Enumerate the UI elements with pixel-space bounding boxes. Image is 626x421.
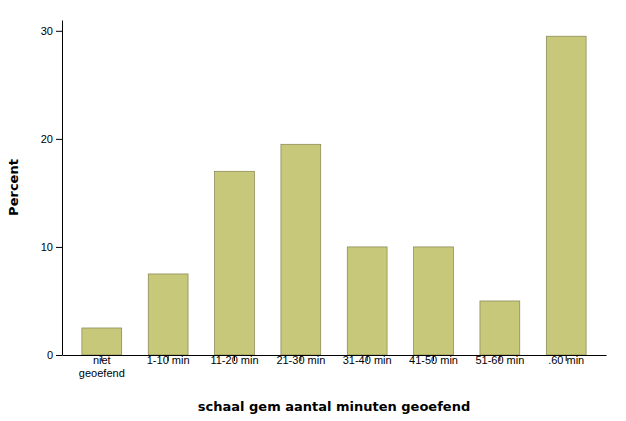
- y-tick: 20: [41, 133, 62, 145]
- bar: [546, 36, 586, 355]
- x-tick: 11-20 min: [210, 354, 258, 366]
- chart-container: nietgeoefend 1-10 min 11-20 min 21-30 min 31…: [0, 0, 626, 421]
- bar: [215, 171, 255, 355]
- y-tick: 10: [41, 241, 62, 253]
- y-tick-mark: [56, 31, 62, 32]
- y-axis-title: Percent: [6, 159, 21, 216]
- x-tick-label: 51-60 min: [475, 354, 524, 366]
- x-axis: nietgeoefend 1-10 min 11-20 min 21-30 min 31…: [63, 354, 607, 379]
- x-tick-label: 41-50 min: [409, 354, 458, 366]
- y-tick-label: 30: [41, 25, 53, 37]
- x-axis-title: schaal gem aantal minuten geoefend: [198, 399, 470, 414]
- x-tick-label: nietgeoefend: [79, 354, 125, 379]
- x-tick: 41-50 min: [409, 354, 458, 366]
- y-axis-line: [62, 21, 63, 356]
- bar: [82, 328, 122, 355]
- x-tick: nietgeoefend: [79, 354, 125, 379]
- chart-svg: nietgeoefend 1-10 min 11-20 min 21-30 min 31…: [0, 0, 626, 421]
- y-tick: 0: [47, 349, 62, 361]
- y-tick-label: 20: [41, 133, 53, 145]
- x-tick: 31-40 min: [343, 354, 392, 366]
- y-tick-label: 10: [41, 241, 53, 253]
- x-tick-label: 11-20 min: [210, 354, 258, 366]
- x-tick: .60 min: [548, 354, 584, 366]
- bar: [148, 274, 188, 355]
- y-tick: 30: [41, 25, 62, 37]
- bar: [414, 247, 454, 355]
- y-tick-label: 0: [47, 349, 53, 361]
- x-axis-line: [63, 355, 607, 356]
- x-tick-label: 31-40 min: [343, 354, 392, 366]
- x-tick-label: 21-30 min: [276, 354, 325, 366]
- y-tick-mark: [56, 355, 62, 356]
- x-tick: 51-60 min: [475, 354, 524, 366]
- bar: [347, 247, 387, 355]
- y-axis: 0 10 20 30: [41, 21, 63, 362]
- y-tick-mark: [56, 247, 62, 248]
- x-tick: 21-30 min: [276, 354, 325, 366]
- bar: [281, 144, 321, 355]
- x-tick-label: 1-10 min: [147, 354, 190, 366]
- plot-area: [82, 36, 586, 355]
- y-tick-mark: [56, 139, 62, 140]
- x-tick: 1-10 min: [147, 354, 190, 366]
- x-tick-label: .60 min: [548, 354, 584, 366]
- bar: [480, 301, 520, 355]
